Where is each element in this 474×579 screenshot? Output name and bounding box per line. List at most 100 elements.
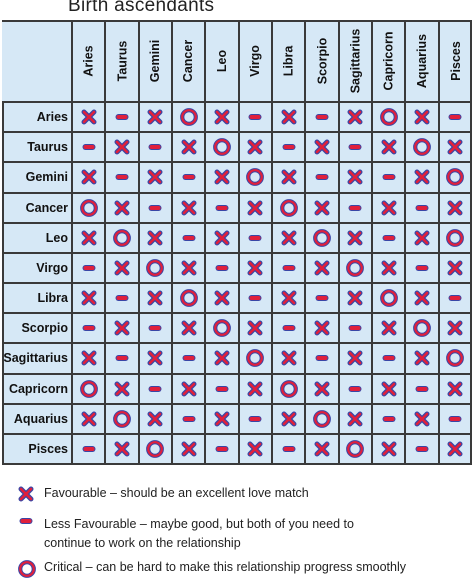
column-header-label: Cancer [181,39,196,83]
dash-icon [305,102,338,132]
ring-icon [272,193,305,223]
ring-icon [305,404,338,434]
row-header-cancer: Cancer [25,200,68,215]
x-mark-icon [272,162,305,192]
x-mark-icon [439,374,472,404]
grid-line [371,20,373,464]
dash-icon [139,313,172,343]
grid-line [271,20,273,464]
x-mark-icon [172,193,205,223]
dash-icon [105,162,138,192]
grid-line [470,20,472,464]
grid-line [138,20,140,464]
grid-line [2,101,472,103]
x-mark-icon [172,374,205,404]
ring-icon [439,343,472,373]
grid-line [104,20,106,464]
x-mark-icon [172,132,205,162]
dash-icon [72,253,105,283]
grid-line [438,20,440,464]
dash-icon [339,374,372,404]
dash-icon [139,132,172,162]
ring-icon [72,193,105,223]
x-mark-icon [139,162,172,192]
grid-line [2,433,472,435]
grid-line [2,161,472,163]
column-header-label: Leo [214,49,229,73]
x-mark-icon [272,343,305,373]
x-mark-icon [339,283,372,313]
ring-icon [405,313,438,343]
dash-icon [272,132,305,162]
grid-line [2,373,472,375]
column-header-cancer: Cancer [172,20,205,102]
ring-icon [305,223,338,253]
column-header-virgo: Virgo [239,20,272,102]
dash-icon [72,434,105,464]
dash-icon [405,434,438,464]
ring-icon [239,343,272,373]
x-mark-icon [339,162,372,192]
x-mark-icon [405,404,438,434]
grid-line [2,312,472,314]
x-mark-icon [72,102,105,132]
grid-line [2,463,472,465]
dash-icon [139,374,172,404]
row-header-aries: Aries [36,110,68,125]
x-mark-icon [305,253,338,283]
grid-line [71,20,73,464]
legend-less-favourable: Less Favourable – maybe good, but both o… [18,515,354,553]
x-mark-icon [105,132,138,162]
column-header-label: Capricorn [381,31,396,91]
ring-icon [172,283,205,313]
dash-icon [239,283,272,313]
dash-icon [18,517,44,553]
x-mark-icon [272,283,305,313]
x-mark-icon [239,313,272,343]
x-mark-icon [305,374,338,404]
ring-icon [372,283,405,313]
x-mark-icon [72,404,105,434]
ring-icon [439,162,472,192]
ring-icon [439,223,472,253]
legend-less-text-1: Less Favourable – maybe good, but both o… [44,517,354,531]
grid-line [2,20,472,22]
column-header-aries: Aries [72,20,105,102]
x-mark-icon [339,102,372,132]
grid-line [2,282,472,284]
dash-icon [205,193,238,223]
row-header-leo: Leo [45,230,68,245]
x-mark-icon [272,102,305,132]
column-header-taurus: Taurus [105,20,138,102]
x-mark-icon [205,162,238,192]
x-mark-icon [139,283,172,313]
ring-icon [139,253,172,283]
x-mark-icon [172,253,205,283]
dash-icon [172,343,205,373]
grid-line [2,192,472,194]
grid-line [2,403,472,405]
dash-icon [439,102,472,132]
grid-line [304,20,306,464]
dash-icon [372,162,405,192]
x-mark-icon [405,283,438,313]
x-mark-icon [239,434,272,464]
column-header-label: Taurus [115,40,129,82]
x-mark-icon [305,193,338,223]
x-mark-icon [172,313,205,343]
grid-line [2,252,472,254]
column-header-leo: Leo [205,20,238,102]
x-mark-icon [239,132,272,162]
grid-line [2,102,4,464]
x-mark-icon [72,223,105,253]
dash-icon [339,313,372,343]
x-mark-icon [372,132,405,162]
column-header-label: Sagittarius [348,28,363,94]
x-mark-icon [405,162,438,192]
x-mark-icon [139,223,172,253]
dash-icon [105,283,138,313]
dash-icon [172,223,205,253]
x-mark-icon [372,193,405,223]
x-mark-icon [372,434,405,464]
legend-favourable-text: Favourable – should be an excellent love… [44,486,309,500]
